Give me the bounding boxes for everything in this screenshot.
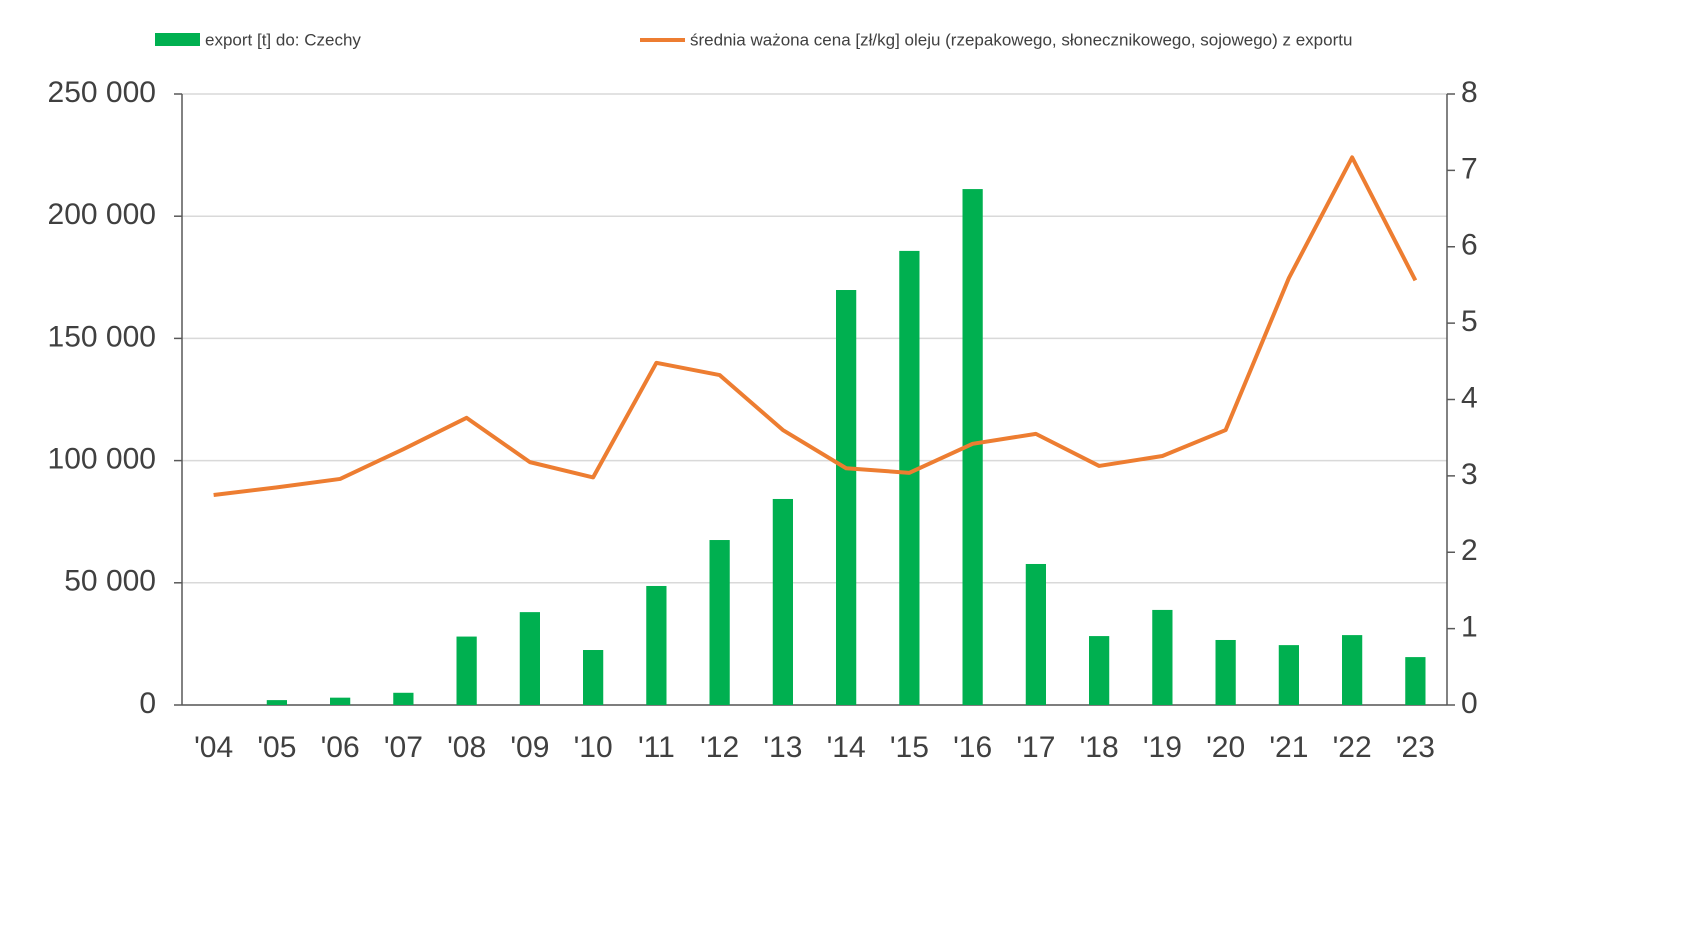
- bar: [772, 498, 793, 705]
- x-tick-label: '15: [890, 731, 929, 764]
- x-tick-label: '19: [1143, 731, 1182, 764]
- x-tick-label: '18: [1080, 731, 1119, 764]
- legend-label: średnia ważona cena [zł/kg] oleju (rzepa…: [690, 30, 1352, 49]
- x-tick-label: '20: [1206, 731, 1245, 764]
- x-tick-label: '10: [574, 731, 613, 764]
- bar: [330, 697, 351, 705]
- bar: [519, 612, 540, 705]
- y-tick-label: 200 000: [48, 198, 156, 231]
- y2-tick-label: 4: [1461, 381, 1478, 414]
- bar: [646, 585, 667, 705]
- y2-tick-label: 2: [1461, 534, 1478, 567]
- x-tick-label: '05: [257, 731, 296, 764]
- x-tick-label: '08: [447, 731, 486, 764]
- x-tick-label: '12: [700, 731, 739, 764]
- legend-swatch: [155, 33, 200, 46]
- x-tick-label: '04: [194, 731, 233, 764]
- bar: [1152, 609, 1173, 705]
- bar: [1278, 645, 1299, 705]
- y2-tick-label: 7: [1461, 152, 1478, 185]
- y-tick-label: 0: [139, 687, 156, 720]
- y2-tick-label: 1: [1461, 611, 1478, 644]
- bar: [1342, 635, 1363, 705]
- y2-tick-label: 3: [1461, 458, 1478, 491]
- x-tick-label: '22: [1333, 731, 1372, 764]
- x-tick-label: '23: [1396, 731, 1435, 764]
- x-tick-label: '09: [510, 731, 549, 764]
- y2-tick-label: 6: [1461, 229, 1478, 262]
- bar: [456, 636, 477, 705]
- bar: [1215, 639, 1236, 705]
- y-tick-label: 250 000: [48, 76, 156, 109]
- bar: [962, 189, 983, 705]
- bar: [1089, 636, 1110, 705]
- y2-tick-label: 0: [1461, 687, 1478, 720]
- x-tick-label: '14: [827, 731, 866, 764]
- bar: [1405, 657, 1426, 705]
- y2-tick-label: 5: [1461, 305, 1478, 338]
- y-tick-label: 100 000: [48, 443, 156, 476]
- line: [213, 155, 1418, 497]
- x-tick-label: '13: [763, 731, 802, 764]
- y-tick-label: 150 000: [48, 320, 156, 353]
- x-tick-label: '16: [953, 731, 992, 764]
- bar: [709, 540, 730, 705]
- x-tick-label: '07: [384, 731, 423, 764]
- bar: [266, 700, 287, 705]
- bar: [899, 250, 920, 706]
- bar: [583, 650, 604, 705]
- bar: [1025, 563, 1046, 705]
- y2-tick-label: 8: [1461, 76, 1478, 109]
- legend-label: export [t] do: Czechy: [205, 30, 361, 49]
- x-tick-label: '06: [321, 731, 360, 764]
- x-tick-label: '11: [638, 731, 675, 764]
- x-tick-label: '17: [1016, 731, 1055, 764]
- bar: [836, 290, 857, 705]
- y-tick-label: 50 000: [64, 565, 156, 598]
- bar: [393, 692, 414, 705]
- x-tick-label: '21: [1269, 731, 1308, 764]
